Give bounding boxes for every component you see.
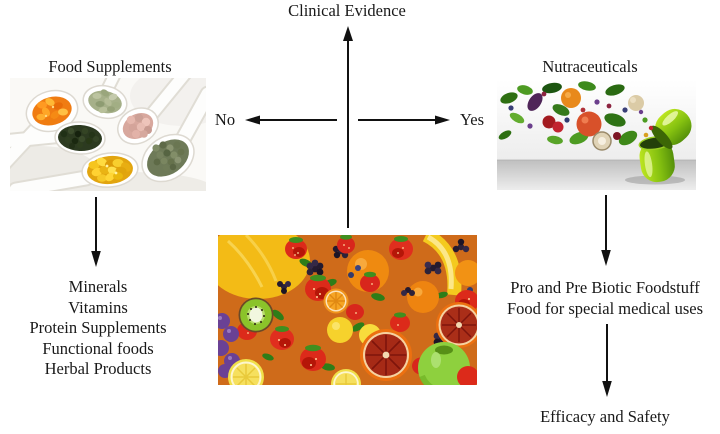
- nutraceuticals-capsule-photo: [497, 80, 696, 190]
- right-arrow: [358, 115, 450, 125]
- no-label: No: [214, 110, 236, 129]
- orange-capsules: [32, 96, 72, 126]
- yes-label: Yes: [459, 110, 484, 129]
- yellow-softgels: [87, 155, 133, 185]
- left-arrow: [245, 115, 337, 125]
- list-item: Minerals: [68, 277, 128, 296]
- food-stream: [498, 81, 654, 151]
- list-item: Pro and Pre Biotic Foodstuff: [510, 278, 700, 297]
- left-down-arrow: [91, 197, 101, 267]
- food-supplements-spoons-photo: [10, 78, 206, 191]
- blood-orange-slice: [360, 329, 412, 381]
- blood-orange-slice: [436, 302, 477, 348]
- nutraceuticals-heading: Nutraceuticals: [542, 57, 638, 76]
- spoon-handles: [10, 78, 206, 191]
- sage-pills: [88, 89, 122, 114]
- efficacy-safety-label: Efficacy and Safety: [540, 407, 670, 426]
- grapes: [218, 313, 240, 378]
- pink-tablets: [122, 113, 154, 139]
- green-capsule: [638, 108, 692, 183]
- list-item: Vitamins: [68, 297, 128, 317]
- right-down-arrow-2: [602, 324, 612, 397]
- food-supplements-heading: Food Supplements: [48, 57, 172, 76]
- list-item: Herbal Products: [44, 359, 152, 379]
- lemon-slice: [228, 359, 264, 385]
- dark-green-pellets: [58, 124, 102, 152]
- right-down-arrow-1: [601, 195, 611, 266]
- food-supplements-list: Minerals Vitamins Protein Supplements Fu…: [10, 277, 186, 380]
- nutraceuticals-categories: Pro and Pre Biotic Foodstuff Food for sp…: [487, 277, 720, 319]
- list-item: Food for special medical uses: [506, 299, 704, 318]
- green-apple: [418, 342, 470, 385]
- list-item: Functional foods: [42, 338, 154, 358]
- up-arrow: [343, 26, 353, 228]
- clinical-evidence-label: Clinical Evidence: [288, 1, 406, 20]
- orange-slice: [323, 288, 349, 314]
- assorted-fruits-photo: [218, 235, 477, 385]
- olive-pellets: [147, 139, 189, 177]
- lemon-slice: [331, 369, 361, 385]
- kiwi-slice: [238, 297, 274, 333]
- list-item: Protein Supplements: [29, 318, 167, 338]
- blackberries: [277, 238, 470, 346]
